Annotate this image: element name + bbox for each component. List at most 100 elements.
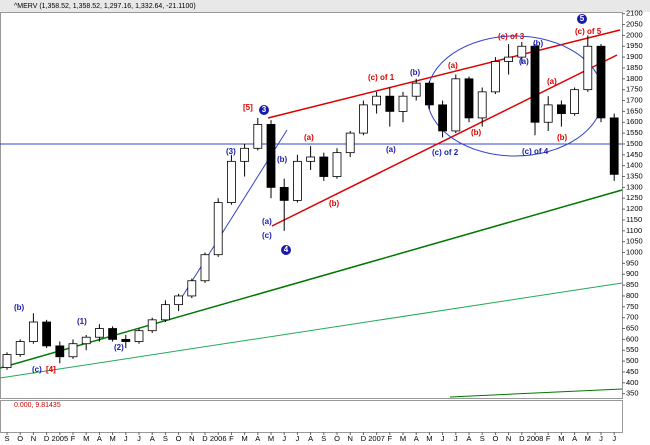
candle-body [279, 186, 289, 201]
x-tick-label: M [109, 434, 115, 443]
candle-body [68, 343, 78, 358]
candle-body [147, 319, 157, 332]
y-tick-label: 900 [626, 269, 639, 278]
x-tick-label: D [202, 434, 208, 443]
candle-body [464, 78, 474, 119]
y-tick-label: 600 [626, 334, 639, 343]
x-tick-label: J [454, 434, 458, 443]
wave-marker [577, 14, 587, 24]
x-tick-label: 2008 [527, 434, 544, 443]
candle-body [372, 95, 382, 106]
y-tick-label: 950 [626, 258, 639, 267]
y-tick-label: 1600 [626, 117, 643, 126]
wave-label: (a) [262, 217, 272, 226]
candle-body [596, 45, 606, 119]
wave-label: [4] [46, 365, 56, 374]
wave-label: (c) of 2 [432, 148, 459, 157]
candle-body [319, 156, 329, 177]
x-tick-label: M [83, 434, 89, 443]
wave-label: [5] [243, 103, 253, 112]
candle-body [108, 328, 117, 340]
x-tick-label: A [414, 434, 419, 443]
channel-line [271, 54, 618, 227]
indicator-frame [0, 400, 623, 433]
x-tick-label: M [268, 434, 274, 443]
candle-body [81, 336, 91, 345]
x-tick-label: M [426, 434, 432, 443]
wave-label: (b) [471, 128, 482, 137]
x-tick-label: S [321, 434, 326, 443]
candle-body [411, 82, 421, 97]
wave-marker [281, 245, 291, 255]
trend-line-green [0, 189, 623, 369]
x-tick-label: J [441, 434, 445, 443]
candle-body [358, 104, 368, 134]
candle-body [332, 152, 342, 177]
candle-body [160, 304, 170, 321]
wave-label: (c) of 5 [575, 27, 602, 36]
candle-body [134, 330, 144, 342]
wave-label: (a) [386, 145, 396, 154]
y-tick-label: 750 [626, 302, 639, 311]
x-tick-label: O [492, 434, 498, 443]
y-tick-label: 1550 [626, 128, 643, 137]
y-tick-label: 1850 [626, 63, 643, 72]
wave-label: (b) [557, 133, 568, 142]
x-tick-label: 2006 [210, 434, 227, 443]
y-tick-label: 1750 [626, 85, 643, 94]
candle-body [504, 56, 514, 62]
x-tick-label: A [466, 434, 471, 443]
y-tick-label: 1500 [626, 139, 643, 148]
y-tick-label: 1250 [626, 193, 643, 202]
candle-body [583, 45, 593, 91]
x-tick-label: F [71, 434, 76, 443]
wave-label: (2) [114, 343, 124, 352]
wave-label: (a) [304, 133, 314, 142]
x-tick-label: F [546, 434, 551, 443]
y-tick-label: 850 [626, 280, 639, 289]
x-tick-label: A [572, 434, 577, 443]
x-tick-label: M [400, 434, 406, 443]
y-tick-label: 1150 [626, 215, 642, 224]
x-tick-label: J [124, 434, 128, 443]
y-tick-label: 1650 [626, 106, 643, 115]
candle-body [240, 147, 250, 162]
x-tick-label: F [229, 434, 234, 443]
candle-body [451, 78, 461, 132]
y-tick-label: 1400 [626, 161, 643, 170]
candle-body [398, 95, 408, 112]
x-tick-label: J [599, 434, 603, 443]
wave-label: (a) [519, 57, 529, 66]
x-tick-label: J [282, 434, 286, 443]
candle-body [530, 45, 540, 123]
candle-body [42, 321, 51, 347]
x-tick-label: S [4, 434, 9, 443]
wave-label: (c) [32, 365, 42, 374]
x-tick-label: D [44, 434, 50, 443]
candle-body [213, 202, 223, 256]
wave-label: (3) [226, 147, 236, 156]
candle-body [345, 132, 355, 154]
x-tick-label: F [388, 434, 393, 443]
candle-body [266, 124, 276, 188]
indicator-label: 0.000, 9.81435 [14, 402, 61, 409]
y-tick-label: 1100 [626, 226, 642, 235]
x-tick-label: A [150, 434, 155, 443]
x-tick-label: J [296, 434, 300, 443]
wave-label: (c) of 4 [522, 147, 549, 156]
y-tick-label: 2050 [626, 20, 643, 29]
header-strip [0, 0, 650, 12]
candle-body [517, 45, 527, 58]
candle-body [15, 341, 25, 355]
candle-body [121, 338, 131, 342]
candle-body [187, 280, 197, 297]
candle-body [557, 104, 566, 114]
wave-label: (1) [77, 317, 87, 326]
candle-body [570, 89, 579, 114]
candle-body [292, 160, 302, 201]
x-tick-label: J [612, 434, 616, 443]
wave-label: (b) [329, 199, 340, 208]
candle-body [490, 61, 500, 93]
x-tick-label: M [241, 434, 247, 443]
